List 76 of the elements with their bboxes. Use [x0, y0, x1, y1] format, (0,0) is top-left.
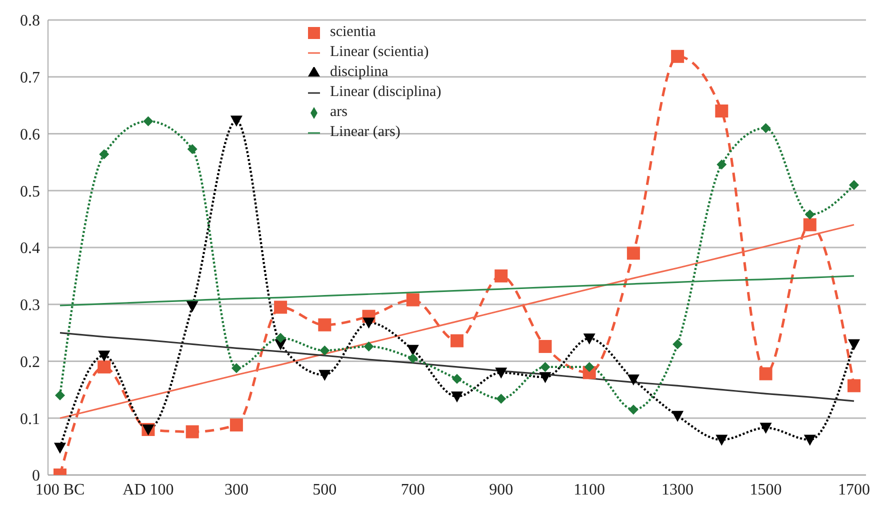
- y-tick-label: 0.4: [20, 240, 40, 258]
- y-tick-label: 0.3: [20, 297, 40, 314]
- point: [716, 434, 728, 446]
- point: [760, 123, 771, 134]
- point: [230, 418, 243, 432]
- point: [186, 301, 198, 312]
- point: [849, 180, 859, 190]
- point: [539, 372, 552, 384]
- x-tick-label: 1100: [574, 481, 606, 498]
- point: [231, 363, 242, 374]
- point: [540, 362, 550, 372]
- point: [274, 300, 288, 314]
- point: [715, 104, 728, 118]
- point: [626, 246, 640, 260]
- x-tick-label: 300: [224, 481, 248, 498]
- y-tick-label: 0.1: [20, 410, 40, 428]
- point: [759, 367, 772, 380]
- point: [716, 159, 727, 170]
- y-tick-label: 0.7: [20, 70, 40, 87]
- point: [494, 269, 508, 282]
- point: [627, 374, 640, 386]
- point: [671, 50, 684, 63]
- point: [584, 362, 594, 372]
- x-tick-label: 1700: [838, 481, 870, 498]
- legend-label: ars: [330, 104, 348, 120]
- point: [628, 404, 638, 415]
- point: [364, 341, 374, 352]
- line-series: [59, 224, 855, 419]
- x-tick-label: AD 100: [122, 481, 174, 498]
- x-tick-label: 1500: [750, 481, 782, 498]
- point: [230, 116, 242, 127]
- point: [186, 425, 199, 438]
- point: [276, 332, 286, 343]
- point: [318, 370, 331, 381]
- x-tick-label: 900: [489, 481, 514, 498]
- point: [804, 434, 816, 446]
- x-tick-label: 700: [400, 481, 425, 498]
- point: [143, 116, 154, 126]
- point: [55, 390, 65, 400]
- point: [362, 318, 375, 329]
- line-series: [59, 332, 855, 402]
- legend-label: Linear (scientia): [330, 44, 429, 60]
- legend-label: Linear (disciplina): [330, 84, 442, 100]
- point: [803, 218, 816, 232]
- legend-label: disciplina: [330, 64, 388, 80]
- point: [406, 293, 420, 306]
- x-tick-label: 1300: [662, 481, 694, 498]
- point: [450, 334, 464, 348]
- point: [54, 442, 66, 454]
- point: [98, 350, 110, 362]
- y-tick-label: 0.2: [20, 354, 40, 371]
- point: [760, 422, 772, 434]
- x-tick-label: 500: [312, 481, 337, 498]
- point: [320, 345, 330, 356]
- y-tick-label: 0.5: [20, 183, 40, 200]
- point: [583, 334, 596, 344]
- point: [496, 394, 506, 404]
- point: [99, 149, 110, 160]
- point: [406, 344, 419, 356]
- point: [804, 210, 815, 220]
- point: [408, 353, 418, 364]
- y-tick-label: 0.6: [20, 126, 40, 144]
- point: [495, 368, 508, 379]
- point: [187, 144, 198, 154]
- point: [451, 392, 463, 403]
- point: [672, 410, 684, 422]
- point: [848, 379, 860, 392]
- point: [318, 318, 332, 332]
- legend-label: scientia: [330, 24, 376, 40]
- point: [452, 374, 462, 384]
- point: [98, 360, 111, 374]
- point: [538, 340, 552, 353]
- legend-label: Linear (ars): [330, 124, 400, 140]
- point: [848, 339, 860, 350]
- point: [672, 339, 683, 350]
- y-tick-label: 0.8: [20, 12, 40, 30]
